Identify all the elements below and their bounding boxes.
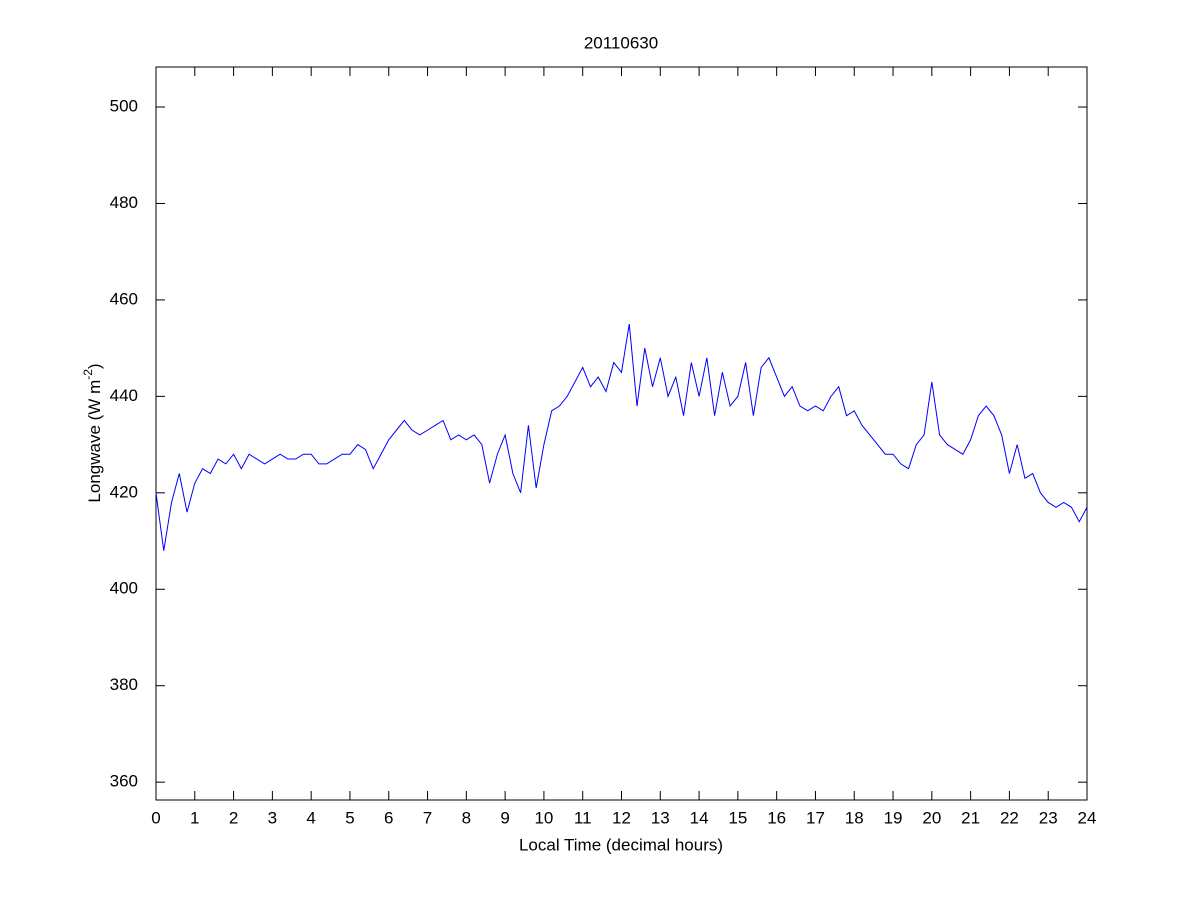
x-tick-label: 22 xyxy=(1000,808,1019,827)
x-tick-label: 14 xyxy=(690,808,709,827)
data-line xyxy=(155,323,1088,551)
x-tick-label: 2 xyxy=(229,808,238,827)
y-axis-label-end: ) xyxy=(85,363,104,369)
x-tick-label: 16 xyxy=(767,808,786,827)
x-tick-label: 20 xyxy=(922,808,941,827)
x-tick-label: 1 xyxy=(190,808,199,827)
y-axis-label-superscript: -2 xyxy=(81,369,95,380)
y-tick-label: 400 xyxy=(110,579,138,598)
chart-title: 20110630 xyxy=(584,33,658,52)
y-tick-label: 440 xyxy=(110,386,138,405)
x-tick-label: 6 xyxy=(384,808,393,827)
y-axis-label-main: Longwave (W m xyxy=(85,380,104,503)
x-tick-label: 19 xyxy=(884,808,903,827)
x-tick-label: 17 xyxy=(806,808,825,827)
x-tick-label: 21 xyxy=(961,808,980,827)
x-tick-label: 9 xyxy=(500,808,509,827)
x-tick-label: 5 xyxy=(345,808,354,827)
x-tick-label: 11 xyxy=(574,808,592,827)
y-tick-label: 380 xyxy=(110,675,138,694)
x-tick-label: 8 xyxy=(462,808,471,827)
y-tick-label: 360 xyxy=(110,772,138,791)
x-tick-label: 24 xyxy=(1078,808,1097,827)
y-tick-label: 500 xyxy=(110,97,138,116)
x-axis-label: Local Time (decimal hours) xyxy=(519,835,723,854)
x-tick-label: 18 xyxy=(845,808,864,827)
x-tick-label: 12 xyxy=(612,808,631,827)
y-tick-label: 420 xyxy=(110,482,138,501)
plot-frame xyxy=(155,66,1088,801)
x-tick-label: 4 xyxy=(306,808,315,827)
y-tick-label: 480 xyxy=(110,193,138,212)
x-tick-label: 15 xyxy=(728,808,747,827)
x-tick-label: 13 xyxy=(651,808,670,827)
x-tick-label: 7 xyxy=(423,808,432,827)
x-tick-label: 23 xyxy=(1039,808,1058,827)
x-tick-label: 3 xyxy=(268,808,277,827)
y-axis-label: Longwave (W m-2) xyxy=(81,363,104,502)
y-tick-label: 460 xyxy=(110,289,138,308)
x-tick-label: 0 xyxy=(151,808,160,827)
x-tick-label: 10 xyxy=(534,808,553,827)
